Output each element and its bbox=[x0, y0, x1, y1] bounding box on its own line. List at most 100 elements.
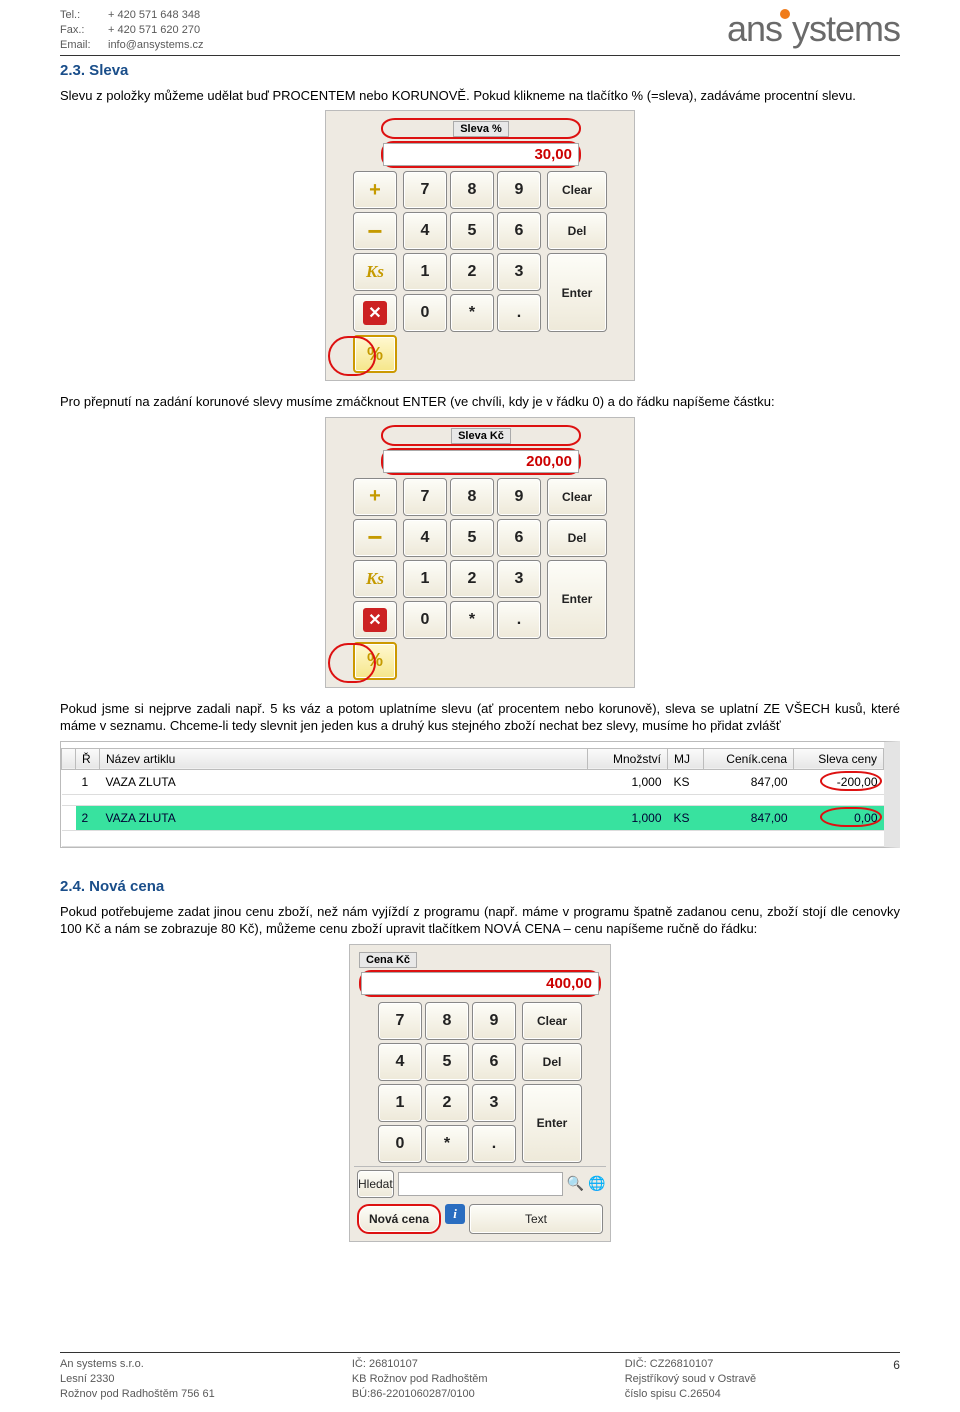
cell-price: 847,00 bbox=[704, 805, 794, 830]
del-button[interactable]: Del bbox=[547, 519, 607, 557]
key-6[interactable]: 6 bbox=[497, 519, 541, 557]
minus-button[interactable]: − bbox=[353, 212, 397, 250]
key-4[interactable]: 4 bbox=[403, 212, 447, 250]
key-7[interactable]: 7 bbox=[403, 171, 447, 209]
key-6[interactable]: 6 bbox=[497, 212, 541, 250]
keypad1-numpad: 7 8 9 4 5 6 1 2 3 0 * . bbox=[400, 168, 544, 335]
highlight-oval-disc1 bbox=[820, 771, 882, 791]
table-row[interactable]: 2 VAZA ZLUTA 1,000 KS 847,00 0,00 bbox=[62, 805, 884, 830]
tel-label: Tel.: bbox=[60, 8, 108, 23]
key-9[interactable]: 9 bbox=[497, 171, 541, 209]
globe-icon[interactable]: 🌐 bbox=[588, 1175, 605, 1192]
key-5[interactable]: 5 bbox=[425, 1043, 469, 1081]
key-9[interactable]: 9 bbox=[472, 1002, 516, 1040]
key-6[interactable]: 6 bbox=[472, 1043, 516, 1081]
key-7[interactable]: 7 bbox=[378, 1002, 422, 1040]
key-0[interactable]: 0 bbox=[378, 1125, 422, 1163]
key-0[interactable]: 0 bbox=[403, 294, 447, 332]
text-button[interactable]: Text bbox=[469, 1204, 603, 1234]
plus-button[interactable]: + bbox=[353, 171, 397, 209]
del-button[interactable]: Del bbox=[547, 212, 607, 250]
close-x-button[interactable]: ✕ bbox=[353, 294, 397, 332]
article-table: Ř Název artiklu Množství MJ Ceník.cena S… bbox=[61, 748, 884, 847]
key-2[interactable]: 2 bbox=[425, 1084, 469, 1122]
key-star[interactable]: * bbox=[450, 601, 494, 639]
keypad3-value: 400,00 bbox=[361, 972, 599, 995]
cell-price: 847,00 bbox=[704, 769, 794, 794]
page-number: 6 bbox=[893, 1357, 900, 1402]
para-2-3-2: Pro přepnutí na zadání korunové slevy mu… bbox=[60, 393, 900, 411]
clear-button[interactable]: Clear bbox=[547, 478, 607, 516]
key-4[interactable]: 4 bbox=[403, 519, 447, 557]
highlight-oval-pct2 bbox=[328, 643, 376, 683]
info-icon[interactable]: i bbox=[445, 1204, 465, 1224]
key-dot[interactable]: . bbox=[497, 294, 541, 332]
key-3[interactable]: 3 bbox=[472, 1084, 516, 1122]
key-7[interactable]: 7 bbox=[403, 478, 447, 516]
fax-value: + 420 571 620 270 bbox=[108, 23, 200, 38]
nova-cena-button[interactable]: Nová cena bbox=[357, 1204, 441, 1234]
search-input[interactable] bbox=[398, 1172, 563, 1196]
article-table-wrap: Ř Název artiklu Množství MJ Ceník.cena S… bbox=[60, 741, 900, 848]
table-row[interactable]: 1 VAZA ZLUTA 1,000 KS 847,00 -200,00 bbox=[62, 769, 884, 794]
logo: ansystems bbox=[727, 8, 900, 50]
key-4[interactable]: 4 bbox=[378, 1043, 422, 1081]
cell-r: 1 bbox=[76, 769, 100, 794]
key-5[interactable]: 5 bbox=[450, 519, 494, 557]
clear-button[interactable]: Clear bbox=[547, 171, 607, 209]
del-button[interactable]: Del bbox=[522, 1043, 582, 1081]
key-2[interactable]: 2 bbox=[450, 253, 494, 291]
key-1[interactable]: 1 bbox=[403, 253, 447, 291]
key-dot[interactable]: . bbox=[497, 601, 541, 639]
minus-icon: − bbox=[354, 213, 396, 249]
enter-button[interactable]: Enter bbox=[547, 253, 607, 332]
footer-col-2: IČ: 26810107 KB Rožnov pod Radhoštěm BÚ:… bbox=[352, 1357, 488, 1402]
keypad3-numpad: 7 8 9 4 5 6 1 2 3 0 * . bbox=[375, 999, 519, 1166]
cell-mj: KS bbox=[668, 805, 704, 830]
bottom-button-row: Nová cena i Text bbox=[354, 1201, 606, 1237]
close-x-button[interactable]: ✕ bbox=[353, 601, 397, 639]
footer-col-1: An systems s.r.o. Lesní 2330 Rožnov pod … bbox=[60, 1357, 215, 1402]
ks-button[interactable]: Ks bbox=[353, 560, 397, 598]
page-header: Tel.:+ 420 571 648 348 Fax.:+ 420 571 62… bbox=[0, 0, 960, 53]
ks-icon: Ks bbox=[354, 254, 396, 290]
enter-button[interactable]: Enter bbox=[522, 1084, 582, 1163]
key-9[interactable]: 9 bbox=[497, 478, 541, 516]
enter-button[interactable]: Enter bbox=[547, 560, 607, 639]
fax-label: Fax.: bbox=[60, 23, 108, 38]
key-dot[interactable]: . bbox=[472, 1125, 516, 1163]
para-2-4-1: Pokud potřebujeme zadat jinou cenu zboží… bbox=[60, 903, 900, 938]
key-3[interactable]: 3 bbox=[497, 560, 541, 598]
col-r: Ř bbox=[76, 748, 100, 769]
email-value: info@ansystems.cz bbox=[108, 38, 204, 53]
clear-button[interactable]: Clear bbox=[522, 1002, 582, 1040]
ks-button[interactable]: Ks bbox=[353, 253, 397, 291]
keypad2-numpad: 7 8 9 4 5 6 1 2 3 0 * . bbox=[400, 475, 544, 642]
key-8[interactable]: 8 bbox=[450, 478, 494, 516]
key-2[interactable]: 2 bbox=[450, 560, 494, 598]
key-star[interactable]: * bbox=[425, 1125, 469, 1163]
cell-discount: -200,00 bbox=[794, 769, 884, 794]
minus-button[interactable]: − bbox=[353, 519, 397, 557]
key-3[interactable]: 3 bbox=[497, 253, 541, 291]
keypad-sleva-percent: Sleva % 30,00 + − Ks ✕ % 7 8 9 4 5 bbox=[325, 110, 635, 381]
col-mj: MJ bbox=[668, 748, 704, 769]
keypad2-value: 200,00 bbox=[383, 450, 579, 473]
plus-button[interactable]: + bbox=[353, 478, 397, 516]
key-5[interactable]: 5 bbox=[450, 212, 494, 250]
key-0[interactable]: 0 bbox=[403, 601, 447, 639]
key-1[interactable]: 1 bbox=[403, 560, 447, 598]
email-label: Email: bbox=[60, 38, 108, 53]
key-8[interactable]: 8 bbox=[450, 171, 494, 209]
keypad1-value: 30,00 bbox=[383, 143, 579, 166]
search-icon[interactable]: 🔍 bbox=[567, 1175, 584, 1192]
contact-block: Tel.:+ 420 571 648 348 Fax.:+ 420 571 62… bbox=[60, 8, 204, 53]
page-footer: An systems s.r.o. Lesní 2330 Rožnov pod … bbox=[60, 1352, 900, 1402]
key-1[interactable]: 1 bbox=[378, 1084, 422, 1122]
key-star[interactable]: * bbox=[450, 294, 494, 332]
plus-icon: + bbox=[354, 479, 396, 515]
key-8[interactable]: 8 bbox=[425, 1002, 469, 1040]
col-discount: Sleva ceny bbox=[794, 748, 884, 769]
search-row: Hledat 🔍 🌐 bbox=[354, 1166, 606, 1201]
cell-mj: KS bbox=[668, 769, 704, 794]
